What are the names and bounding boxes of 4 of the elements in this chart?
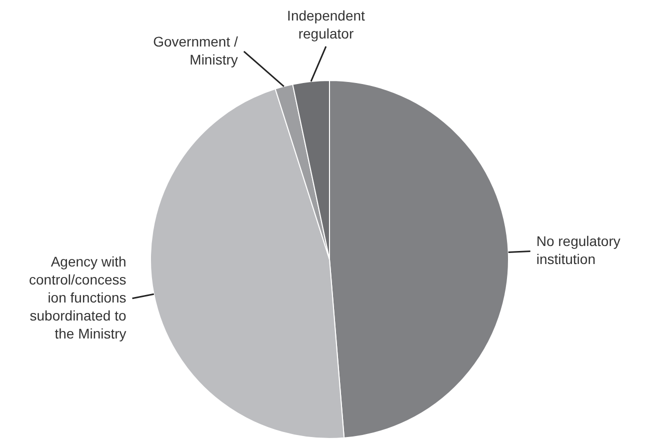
slice-label: Agency with control/concession functions subordinated to the Ministry xyxy=(29,253,126,342)
slice-label: Government / Ministry xyxy=(153,33,238,68)
slice-label: Independent regulator xyxy=(287,7,366,42)
slice-label: No regulatory institution xyxy=(536,233,620,268)
